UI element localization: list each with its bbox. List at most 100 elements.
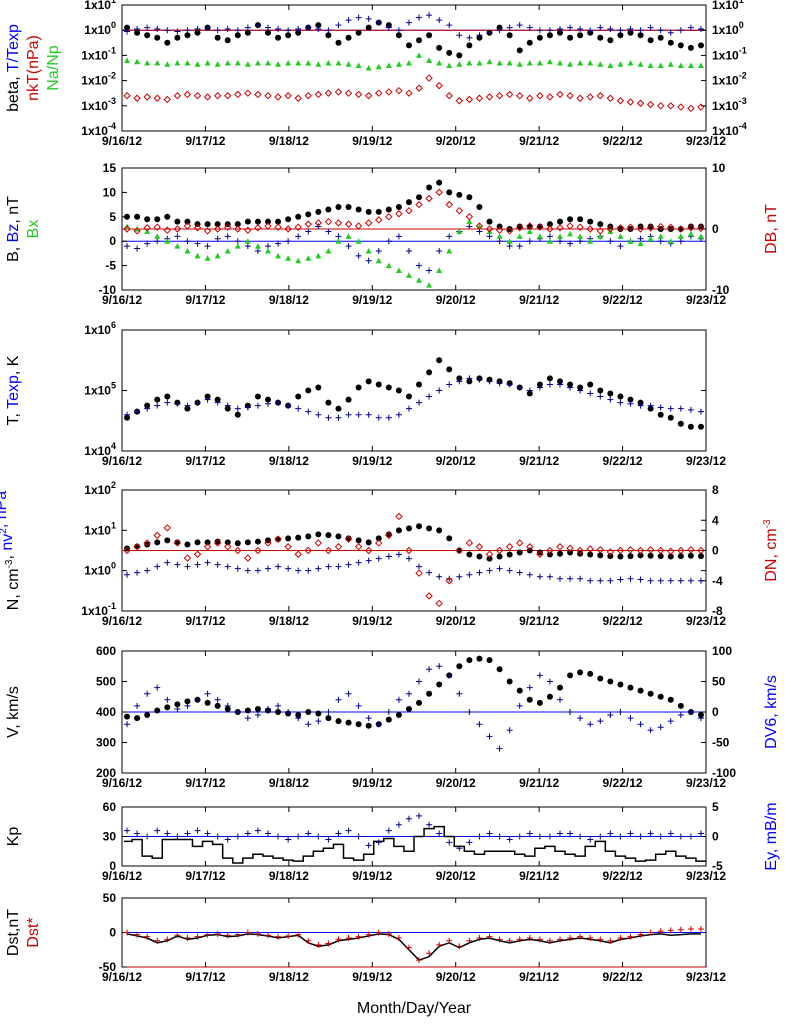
data-point [607,25,614,32]
data-point [697,223,704,230]
data-point [597,221,604,228]
data-point [667,696,674,703]
tick-exponent: 1 [111,0,116,5]
data-point [275,709,282,715]
data-point [526,59,533,66]
tick-exponent: 5 [111,381,116,391]
data-point [275,218,282,225]
data-point [184,935,191,942]
data-point [586,93,594,101]
tick-exponent: -1 [108,45,116,55]
data-point [536,833,543,840]
data-point [124,57,131,63]
data-point [234,225,242,233]
data-point [214,930,221,937]
data-point [637,931,644,938]
data-point [295,233,302,240]
data-point [697,423,704,430]
data-point [436,357,443,364]
data-point [194,25,201,32]
data-point [597,552,604,559]
data-point [184,702,191,709]
data-point [516,569,523,576]
data-point [385,24,392,31]
data-point [315,22,322,29]
x-tick-label: 9/16/12 [102,970,142,984]
data-point [244,218,251,225]
data-point [184,541,191,548]
data-point [234,709,241,715]
x-tick-label: 9/16/12 [102,454,142,468]
data-point [194,827,201,834]
data-point [375,216,383,224]
data-point [214,833,221,840]
data-point [375,381,382,388]
data-series [124,375,704,421]
data-point [416,699,423,706]
data-point [275,933,282,940]
data-point [355,721,362,728]
data-point [385,827,392,834]
data-point [174,218,181,225]
data-point [154,233,161,239]
data-point [204,393,211,400]
data-point [607,238,614,245]
data-point [305,255,312,261]
data-point [526,684,533,691]
data-point [375,63,382,70]
data-point [667,718,674,725]
data-point [506,59,513,66]
data-point [546,375,553,382]
data-point [485,225,494,233]
x-tick-label: 9/19/12 [352,134,392,148]
data-point [335,696,342,703]
data-point [617,61,624,67]
y-tick-label: 400 [96,705,116,719]
data-point [416,563,423,570]
data-point [234,833,241,840]
data-point [536,549,543,556]
data-point [274,93,282,101]
x-tick-label: 9/16/12 [102,869,142,883]
data-point [636,225,645,233]
data-point [567,34,574,41]
data-point [325,563,332,570]
data-point [546,32,553,39]
data-point [617,32,624,39]
data-point [637,399,644,406]
data-point [244,554,252,562]
data-point [486,228,493,234]
data-point [657,233,664,239]
data-point [567,830,574,837]
y-tick-label: 0 [109,234,116,248]
data-point [627,29,634,36]
x-tick-label: 9/21/12 [519,776,559,790]
data-point [647,552,654,559]
data-point [526,94,534,102]
data-point [616,546,625,555]
panel-velocity: 9/16/12 9/17/12 9/18/12 9/19/12 9/20/12 9/21/… [5,644,780,790]
data-point [284,92,292,100]
data-point [587,390,594,397]
data-point [305,387,312,394]
data-point [355,238,362,244]
data-point [204,830,211,837]
data-point [456,663,463,670]
data-point [365,931,372,938]
right-tick-label: 1x100 [712,20,744,37]
data-point [395,32,402,39]
label-segment: beta, [5,72,22,112]
data-point [304,92,312,100]
left-axis-label-2: Bx [25,220,42,239]
data-point [385,262,392,269]
data-point [476,376,483,383]
data-point [426,369,433,376]
data-point [416,14,423,21]
data-point [677,103,685,111]
y-tick-label: 60 [103,800,117,814]
data-point [486,58,493,65]
data-point [677,553,684,560]
data-point [334,543,343,551]
data-point [305,408,312,415]
data-point [567,549,574,556]
